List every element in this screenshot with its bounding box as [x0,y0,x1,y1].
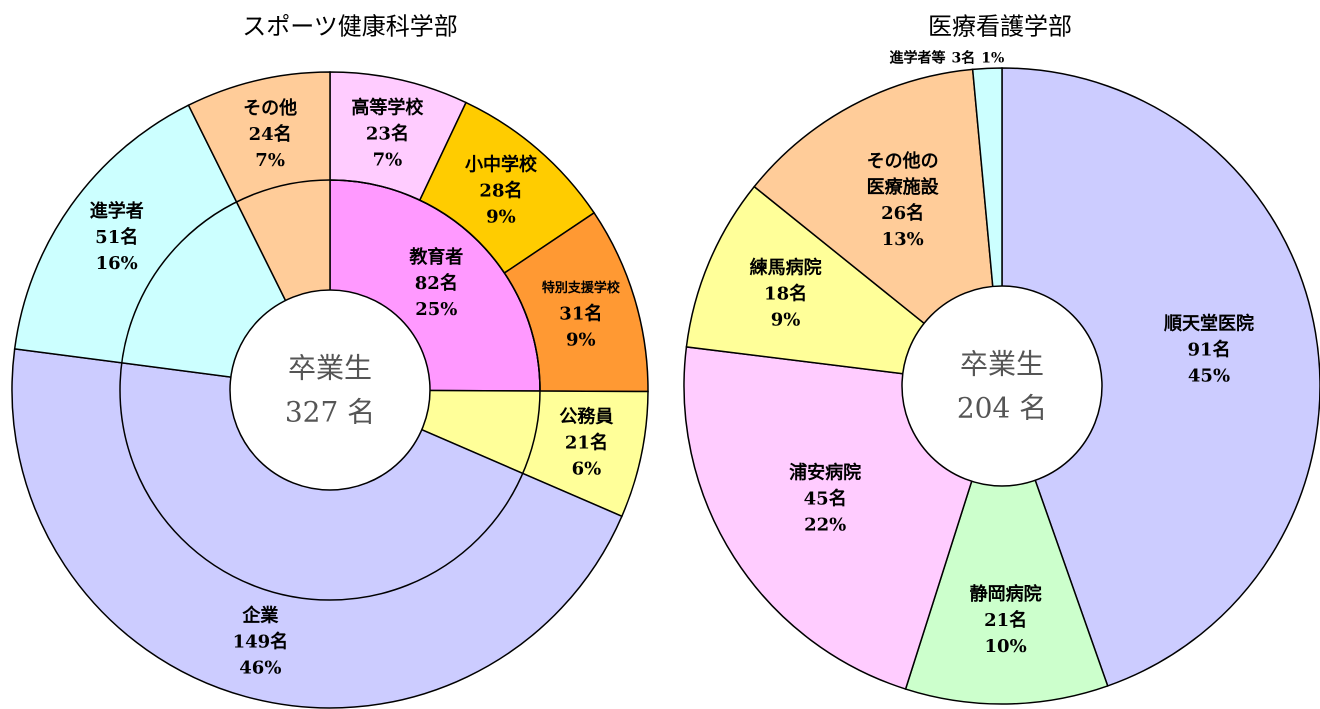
data-label: 静岡病院 [970,583,1042,605]
data-label: 21名 [984,609,1027,631]
ring-line [119,179,541,601]
data-label: 7% [255,150,285,171]
data-label: 45% [1188,366,1230,387]
center-text: 卒業生 [288,352,372,385]
data-label: 9% [771,309,801,330]
data-label: 進学者等 3名 1% [889,49,1004,66]
data-label: 16% [96,253,138,274]
data-label: 企業 [241,605,279,627]
data-label: 13% [882,229,924,250]
data-label: その他の [867,150,939,172]
data-label: 公務員 [559,406,613,428]
center-text: 327 名 [285,396,375,429]
data-label: 高等学校 [351,96,424,118]
data-label: その他 [243,97,297,119]
label-part: 3名 [951,49,975,66]
data-label: 小中学校 [465,153,538,175]
chart-title: 医療看護学部 [928,13,1072,41]
chart-title: スポーツ健康科学部 [242,13,458,41]
data-label: 149名 [233,631,289,653]
data-label: 9% [566,329,596,350]
wedge [904,383,1109,705]
data-label: 6% [572,459,602,480]
data-label: 浦安病院 [789,461,861,483]
data-label: 28名 [479,179,522,201]
data-label: 25% [415,299,457,320]
data-label: 23名 [366,122,409,144]
data-label: 7% [373,149,403,170]
data-label: 18名 [764,282,807,304]
wedge [11,348,623,709]
data-label: 26名 [881,202,924,224]
center-text: 卒業生 [960,348,1044,381]
center-hole [229,289,431,491]
data-label: 9% [486,206,516,227]
data-label: 特別支援学校 [542,280,621,296]
label-part: 1% [981,50,1004,66]
data-label: 51名 [95,226,138,248]
wedge [13,104,332,391]
data-label: 22% [804,514,846,535]
data-label: 91名 [1187,339,1230,361]
data-label: 教育者 [409,246,463,268]
data-label: 24名 [249,123,292,145]
wedge [1001,67,1320,687]
data-label: 82名 [415,272,458,294]
data-label: 医療施設 [867,176,940,198]
data-label: 31名 [559,302,602,324]
label-part: 進学者等 [889,49,945,66]
data-label: 46% [239,658,281,679]
data-label: 21名 [565,432,608,454]
center-hole [901,285,1103,487]
data-label: 順天堂医院 [1164,313,1254,335]
data-label: 45名 [804,487,847,509]
center-text: 204 名 [957,392,1047,425]
data-label: 練馬病院 [750,256,822,278]
data-label: 進学者 [90,200,144,222]
data-label: 10% [985,636,1027,657]
